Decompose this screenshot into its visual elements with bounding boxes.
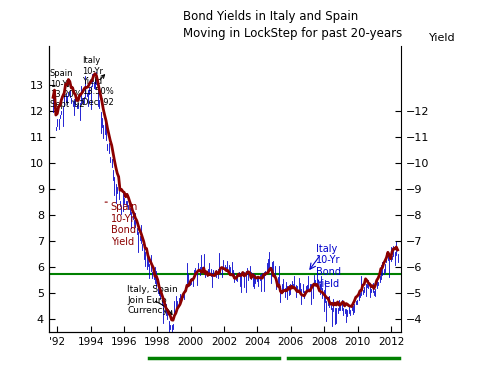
Text: Yield: Yield: [428, 33, 455, 43]
Text: Italy, Spain
Join Euro
Currency: Italy, Spain Join Euro Currency: [127, 285, 178, 315]
Text: Italy
10-Yr
Yield
13.50%
Dec '92: Italy 10-Yr Yield 13.50% Dec '92: [82, 56, 114, 107]
Text: Italy
10-Yr
Bond
Yield: Italy 10-Yr Bond Yield: [315, 244, 340, 288]
Text: Spain
10-Yr
13.20%
Sept '92: Spain 10-Yr 13.20% Sept '92: [50, 69, 84, 110]
Text: Bond Yields in Italy and Spain
Moving in LockStep for past 20-years: Bond Yields in Italy and Spain Moving in…: [183, 10, 401, 40]
Text: Spain
10-Yr
Bond
Yield: Spain 10-Yr Bond Yield: [110, 202, 138, 247]
